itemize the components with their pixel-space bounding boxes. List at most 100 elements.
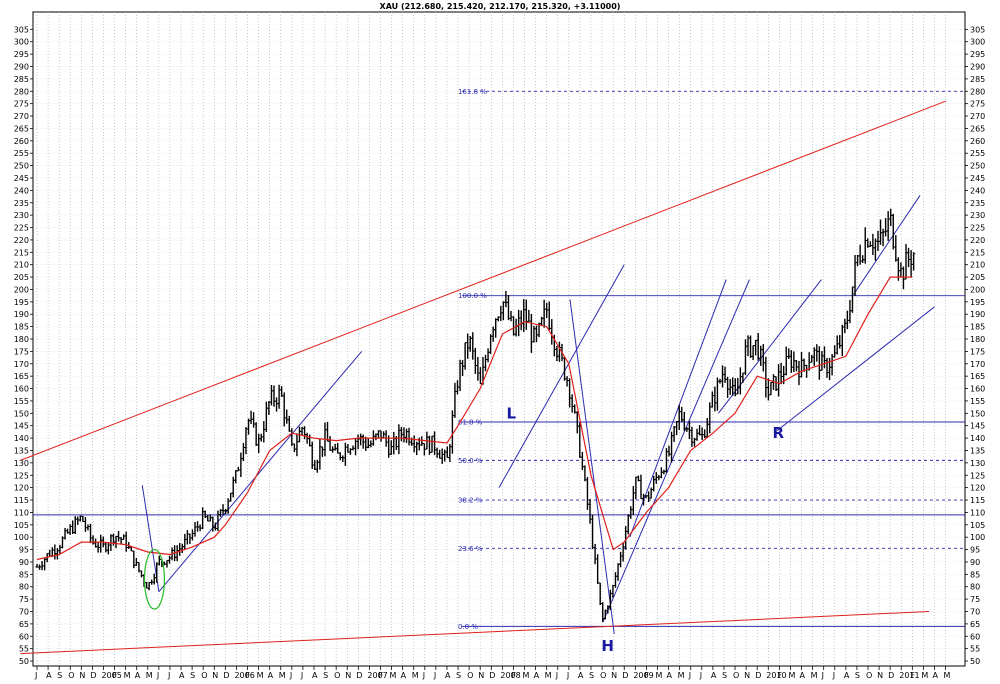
x-tick-label: M bbox=[921, 671, 928, 680]
x-tick-label: O bbox=[733, 671, 739, 680]
x-tick-label: J bbox=[699, 671, 702, 680]
x-tick-label: O bbox=[201, 671, 207, 680]
x-tick-label: M bbox=[944, 671, 951, 680]
x-tick-label: M bbox=[146, 671, 153, 680]
x-tick-label: A bbox=[268, 671, 274, 680]
fib-level-label: 61.8 % bbox=[458, 418, 483, 426]
y-tick-label-right: 205 bbox=[970, 273, 985, 282]
blue-trendline bbox=[853, 195, 921, 295]
x-tick-label: A bbox=[844, 671, 850, 680]
y-tick-label-right: 130 bbox=[970, 459, 985, 468]
blue-trendline bbox=[602, 279, 750, 622]
x-tick-label: D bbox=[622, 671, 628, 680]
x-tick-label: D bbox=[223, 671, 229, 680]
y-tick-label-right: 255 bbox=[970, 149, 985, 158]
y-tick-label-left: 120 bbox=[14, 484, 29, 493]
x-tick-label: A bbox=[179, 671, 185, 680]
x-tick-label: D bbox=[90, 671, 96, 680]
x-tick-label: A bbox=[667, 671, 673, 680]
y-tick-label-right: 215 bbox=[970, 248, 985, 257]
y-tick-label-left: 275 bbox=[14, 100, 29, 109]
x-tick-label: 2008 bbox=[500, 671, 520, 680]
y-tick-label-left: 80 bbox=[19, 583, 29, 592]
y-tick-label-left: 135 bbox=[14, 446, 29, 455]
y-tick-label-right: 300 bbox=[970, 38, 985, 47]
x-tick-label: O bbox=[600, 671, 606, 680]
x-tick-label: N bbox=[478, 671, 484, 680]
y-tick-label-left: 295 bbox=[14, 50, 29, 59]
y-tick-label-left: 255 bbox=[14, 149, 29, 158]
y-tick-label-left: 240 bbox=[14, 186, 29, 195]
x-tick-label: M bbox=[523, 671, 530, 680]
y-tick-label-left: 215 bbox=[14, 248, 29, 257]
x-tick-label: S bbox=[190, 671, 195, 680]
y-tick-label-left: 265 bbox=[14, 124, 29, 133]
y-tick-label-right: 140 bbox=[970, 434, 985, 443]
y-tick-label-left: 195 bbox=[14, 298, 29, 307]
y-tick-label-right: 295 bbox=[970, 50, 985, 59]
x-tick-label: D bbox=[356, 671, 362, 680]
x-tick-label: N bbox=[345, 671, 351, 680]
y-tick-label-right: 185 bbox=[970, 323, 985, 332]
blue-trendline bbox=[629, 279, 727, 538]
x-tick-label: 2009 bbox=[633, 671, 653, 680]
y-tick-label-right: 110 bbox=[970, 508, 985, 517]
y-tick-label-right: 235 bbox=[970, 199, 985, 208]
x-tick-label: 2006 bbox=[234, 671, 254, 680]
pattern-label: L bbox=[506, 404, 516, 422]
y-tick-label-left: 180 bbox=[14, 335, 29, 344]
y-tick-label-left: 140 bbox=[14, 434, 29, 443]
blue-trendline bbox=[776, 306, 935, 432]
x-tick-label: S bbox=[855, 671, 860, 680]
y-tick-label-left: 150 bbox=[14, 409, 29, 418]
y-tick-label-right: 70 bbox=[970, 608, 980, 617]
y-tick-label-right: 65 bbox=[970, 620, 980, 629]
x-tick-label: F bbox=[511, 671, 516, 680]
y-tick-label-left: 260 bbox=[14, 137, 29, 146]
x-tick-label: F bbox=[378, 671, 383, 680]
x-tick-label: A bbox=[800, 671, 806, 680]
x-tick-label: N bbox=[744, 671, 750, 680]
y-tick-label-right: 195 bbox=[970, 298, 985, 307]
y-tick-label-left: 190 bbox=[14, 310, 29, 319]
x-tick-label: 2007 bbox=[367, 671, 387, 680]
x-tick-label: 2011 bbox=[899, 671, 919, 680]
y-tick-label-left: 75 bbox=[19, 595, 29, 604]
red-trendline bbox=[20, 611, 929, 655]
y-tick-label-right: 210 bbox=[970, 261, 985, 270]
y-tick-label-left: 290 bbox=[14, 63, 29, 72]
x-tick-label: J bbox=[156, 671, 159, 680]
x-tick-label: N bbox=[212, 671, 218, 680]
x-tick-label: M bbox=[811, 671, 818, 680]
x-tick-label: M bbox=[257, 671, 264, 680]
y-tick-label-left: 155 bbox=[14, 397, 29, 406]
y-tick-label-right: 190 bbox=[970, 310, 985, 319]
x-tick-label: M bbox=[678, 671, 685, 680]
x-tick-label: D bbox=[888, 671, 894, 680]
y-tick-label-right: 230 bbox=[970, 211, 985, 220]
y-tick-label-right: 280 bbox=[970, 87, 985, 96]
y-tick-label-left: 90 bbox=[19, 558, 29, 567]
x-tick-label: O bbox=[334, 671, 340, 680]
y-tick-label-right: 120 bbox=[970, 484, 985, 493]
y-tick-label-left: 250 bbox=[14, 162, 29, 171]
x-tick-label: D bbox=[755, 671, 761, 680]
y-tick-label-right: 105 bbox=[970, 521, 985, 530]
x-tick-label: J bbox=[433, 671, 436, 680]
x-tick-label: S bbox=[456, 671, 461, 680]
blue-trendline bbox=[158, 351, 363, 593]
x-tick-label: J bbox=[422, 671, 425, 680]
x-tick-label: O bbox=[68, 671, 74, 680]
blue-trendline bbox=[498, 264, 625, 488]
y-tick-label-right: 80 bbox=[970, 583, 980, 592]
y-tick-label-left: 225 bbox=[14, 224, 29, 233]
fib-level-label: 50.0 % bbox=[458, 457, 483, 465]
y-tick-label-right: 240 bbox=[970, 186, 985, 195]
x-tick-label: J bbox=[34, 671, 37, 680]
y-tick-label-left: 60 bbox=[19, 632, 29, 641]
x-tick-label: J bbox=[300, 671, 303, 680]
y-tick-label-right: 100 bbox=[970, 533, 985, 542]
x-tick-label: N bbox=[877, 671, 883, 680]
fib-level-label: 0.0 % bbox=[458, 623, 478, 631]
